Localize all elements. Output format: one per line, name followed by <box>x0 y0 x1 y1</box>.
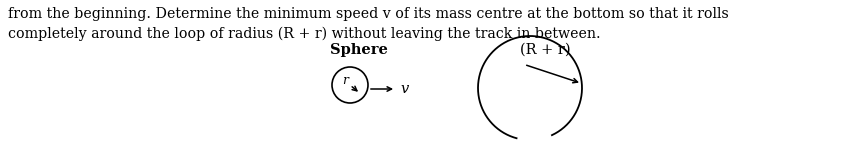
Text: from the beginning. Determine the minimum speed v of its mass centre at the bott: from the beginning. Determine the minimu… <box>8 7 728 21</box>
Text: (R + r): (R + r) <box>520 42 570 56</box>
Text: v: v <box>400 82 408 96</box>
Text: Sphere: Sphere <box>330 43 388 57</box>
Text: completely around the loop of radius (R + r) without leaving the track in betwee: completely around the loop of radius (R … <box>8 27 600 41</box>
Text: r: r <box>342 73 348 87</box>
